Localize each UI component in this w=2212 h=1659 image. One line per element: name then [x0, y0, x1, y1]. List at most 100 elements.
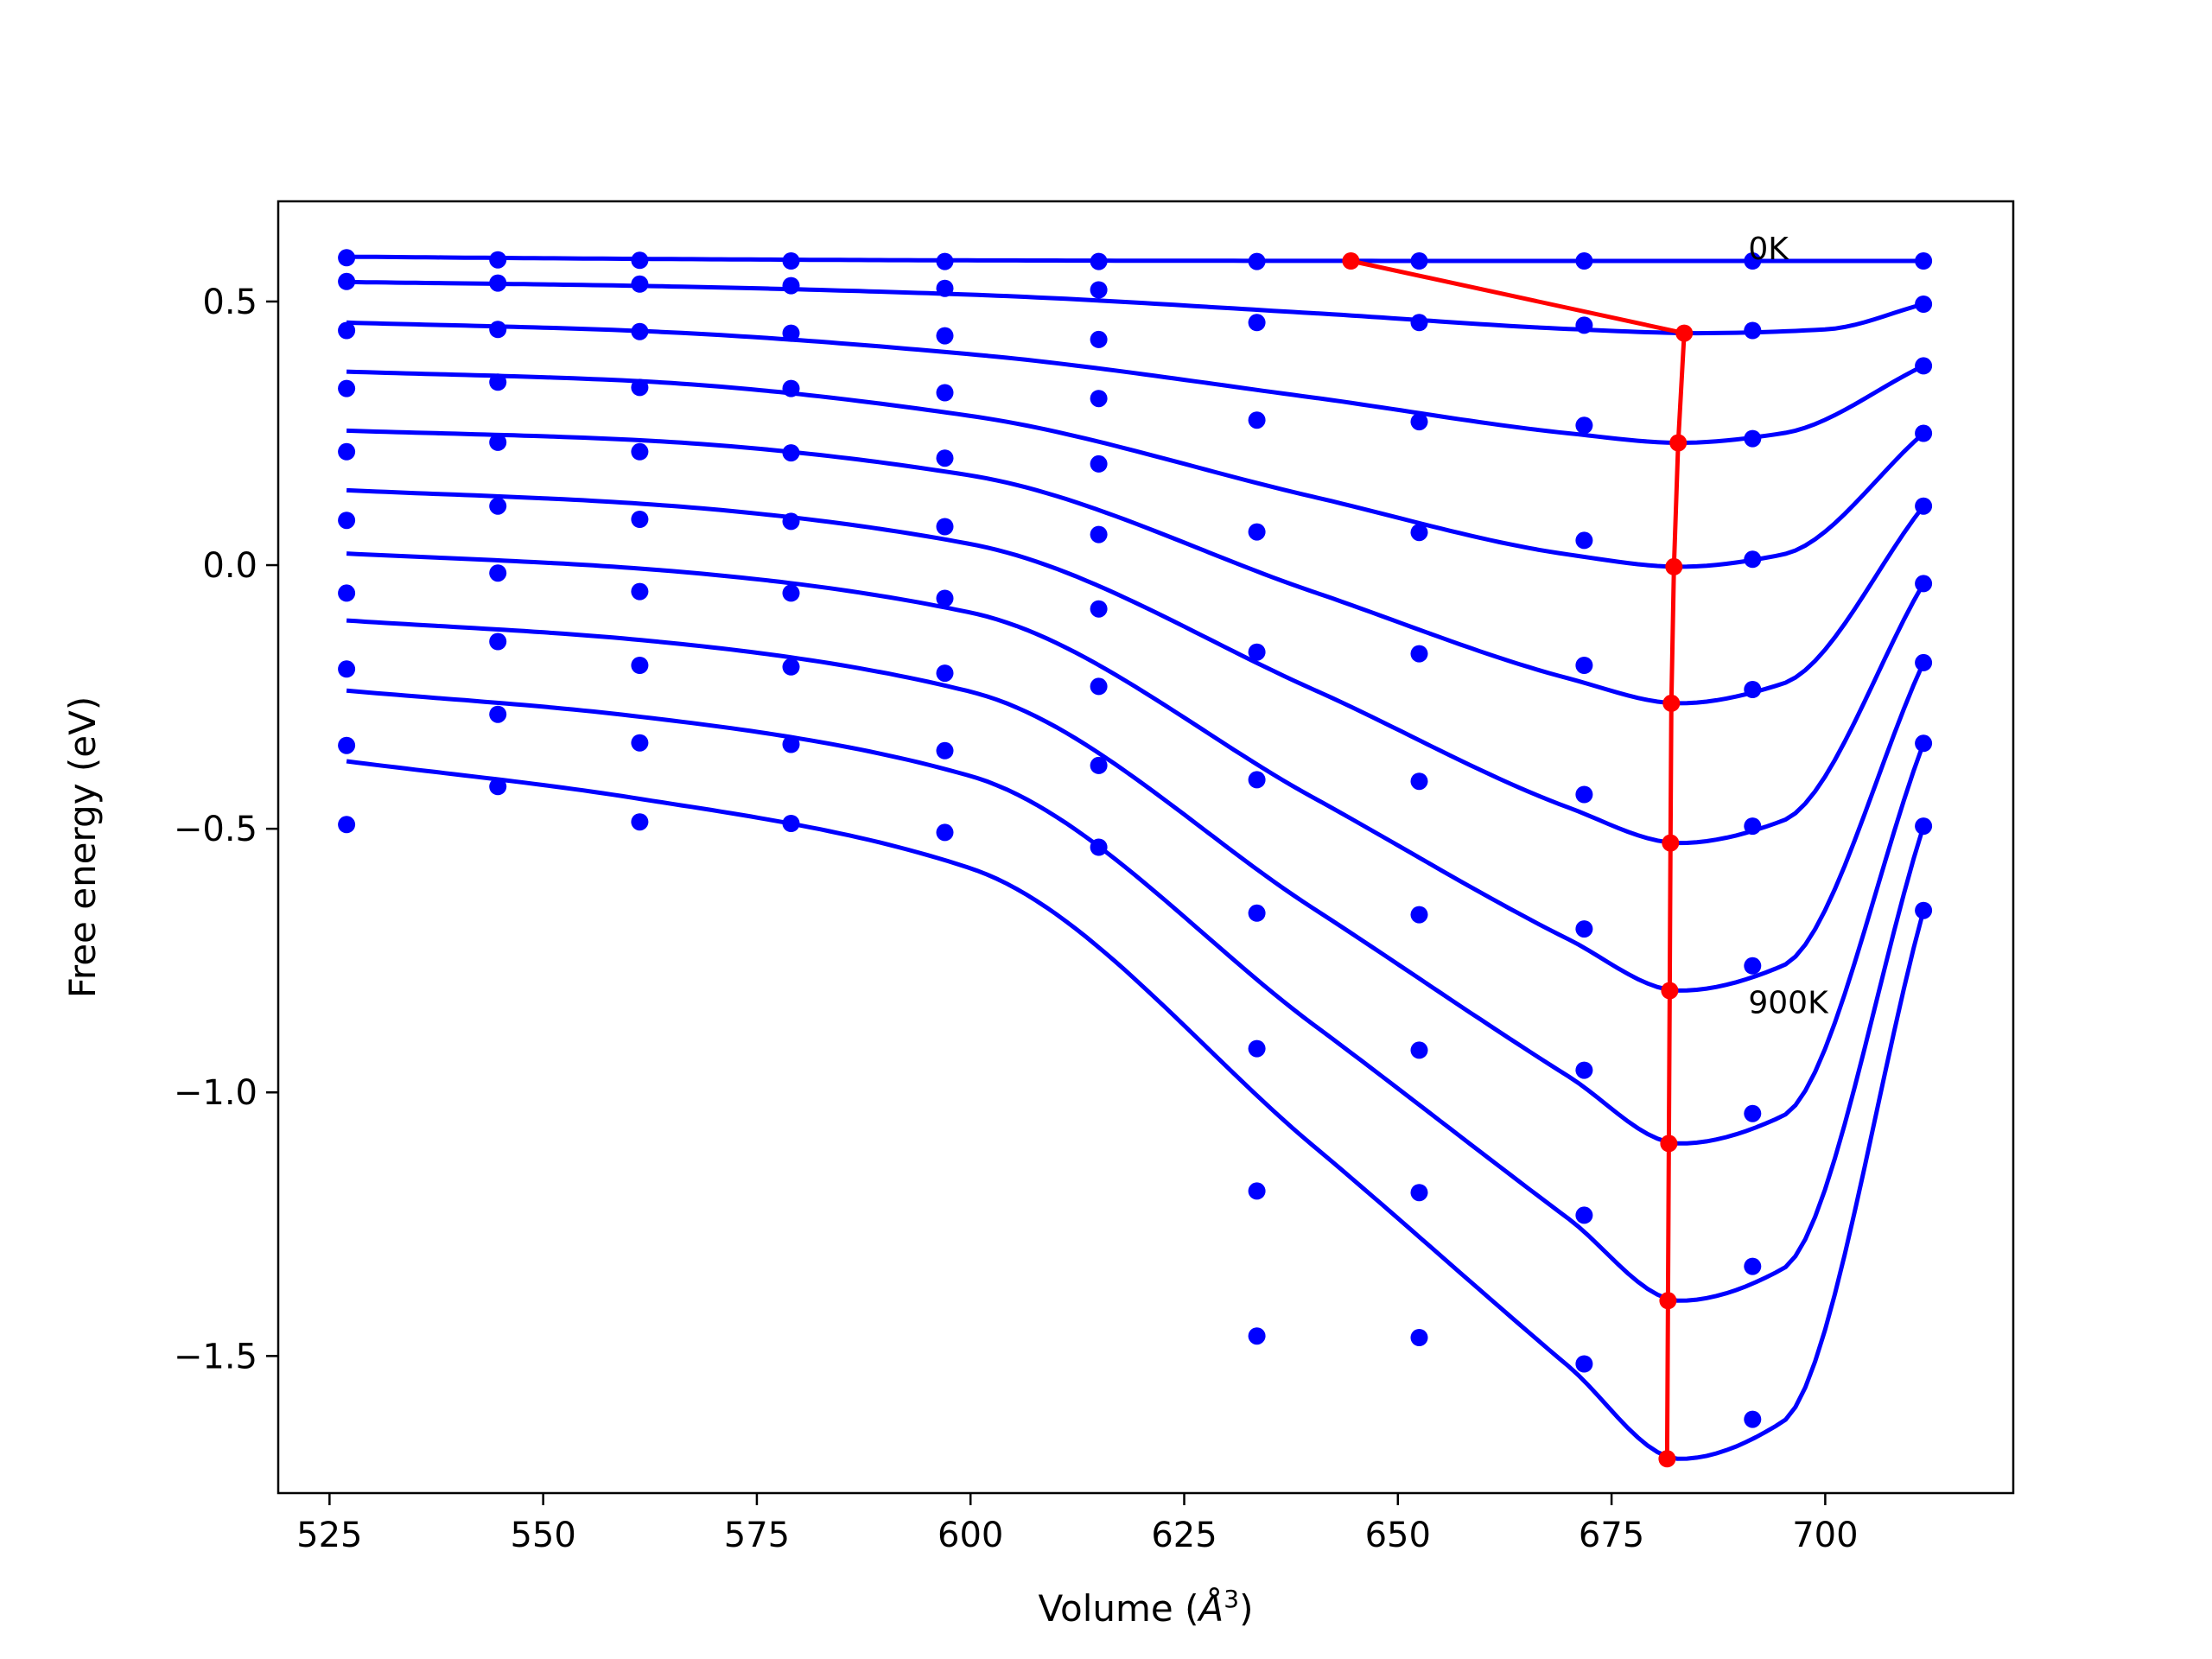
equilibrium-point	[1661, 982, 1679, 1000]
data-point	[489, 321, 507, 339]
data-point	[338, 512, 356, 530]
x-tick-label: 675	[1579, 1516, 1644, 1555]
data-point	[631, 251, 649, 270]
data-point	[936, 279, 954, 297]
data-point	[782, 379, 800, 397]
data-point	[1090, 252, 1108, 270]
data-point	[489, 433, 507, 451]
data-point	[1090, 525, 1108, 543]
y-axis-label: Free energy (eV)	[61, 696, 104, 999]
data-point	[1915, 817, 1933, 836]
equilibrium-point	[1658, 1450, 1676, 1468]
x-tick-label: 650	[1365, 1516, 1431, 1555]
data-point	[1744, 252, 1762, 270]
data-point	[1915, 252, 1933, 270]
equilibrium-line	[1342, 252, 1694, 1468]
data-point	[338, 272, 356, 290]
data-point	[1575, 1206, 1593, 1224]
data-point	[1410, 1329, 1428, 1346]
data-point	[782, 584, 800, 602]
data-point	[1248, 1182, 1266, 1200]
data-point	[782, 735, 800, 753]
data-point	[782, 815, 800, 832]
data-point	[489, 251, 507, 269]
data-point	[489, 564, 507, 582]
fit-curve-7	[346, 618, 1926, 1146]
data-point	[631, 322, 649, 340]
data-point	[1915, 497, 1933, 515]
data-point	[1410, 252, 1428, 270]
data-point	[631, 582, 649, 601]
x-tick-label: 550	[510, 1516, 575, 1555]
data-point	[1744, 681, 1762, 698]
data-point	[1410, 772, 1428, 791]
data-point	[782, 658, 800, 676]
data-point	[1410, 413, 1428, 431]
data-point	[1575, 531, 1593, 550]
data-point	[631, 442, 649, 461]
data-point	[1248, 904, 1266, 922]
data-point	[631, 734, 649, 752]
data-point	[631, 657, 649, 674]
data-point	[1090, 281, 1108, 299]
data-points	[338, 249, 1933, 1428]
data-point	[1248, 643, 1266, 661]
data-point	[1410, 524, 1428, 542]
equilibrium-point	[1662, 694, 1681, 712]
data-point	[1744, 957, 1762, 975]
data-point	[1915, 424, 1933, 442]
data-point	[1090, 390, 1108, 408]
data-point	[1090, 756, 1108, 774]
data-point	[936, 449, 954, 467]
curve-annotation: 0K	[1748, 232, 1789, 267]
data-point	[782, 252, 800, 270]
data-point	[1744, 817, 1762, 836]
data-point	[1090, 330, 1108, 348]
data-point	[1915, 296, 1933, 313]
data-point	[1410, 314, 1428, 332]
data-point	[1915, 901, 1933, 919]
data-point	[1410, 1041, 1428, 1059]
x-tick-label: 700	[1792, 1516, 1858, 1555]
equilibrium-point	[1660, 1135, 1678, 1153]
x-tick-label: 625	[1151, 1516, 1217, 1555]
equilibrium-point	[1659, 1292, 1677, 1310]
data-point	[1915, 357, 1933, 375]
equilibrium-point	[1662, 834, 1680, 852]
equilibrium-point	[1669, 434, 1688, 452]
data-point	[1915, 575, 1933, 593]
fit-curve-2	[346, 320, 1925, 446]
plot-frame	[276, 200, 2015, 1495]
x-axis-ticks: 525 550 575 600 625 650 675 700	[296, 1493, 1859, 1555]
data-point	[936, 664, 954, 683]
data-point	[936, 252, 954, 270]
data-point	[1744, 321, 1762, 340]
data-point	[1410, 906, 1428, 924]
data-point	[1575, 1061, 1593, 1079]
data-point	[1915, 653, 1933, 671]
data-point	[489, 497, 507, 515]
data-point	[1410, 1184, 1428, 1202]
x-axis-label: Volume (Å3)	[1039, 1585, 1254, 1630]
data-point	[631, 813, 649, 831]
data-point	[936, 741, 954, 760]
data-point	[338, 379, 356, 397]
y-tick-label: −0.5	[174, 810, 257, 849]
equilibrium-point	[1342, 252, 1360, 270]
fit-curve-1	[346, 279, 1924, 336]
data-point	[1248, 771, 1266, 789]
data-point	[782, 512, 800, 531]
data-point	[1744, 550, 1762, 569]
data-point	[936, 384, 954, 402]
data-point	[1575, 785, 1593, 804]
data-point	[782, 444, 800, 462]
y-axis-ticks: −1.5 −1.0 −0.5 0.0 0.5	[174, 283, 278, 1376]
equilibrium-point	[1665, 557, 1683, 575]
data-point	[936, 327, 954, 345]
data-point	[1248, 1327, 1266, 1345]
data-point	[1248, 252, 1266, 270]
data-point	[338, 584, 356, 602]
data-point	[631, 511, 649, 528]
